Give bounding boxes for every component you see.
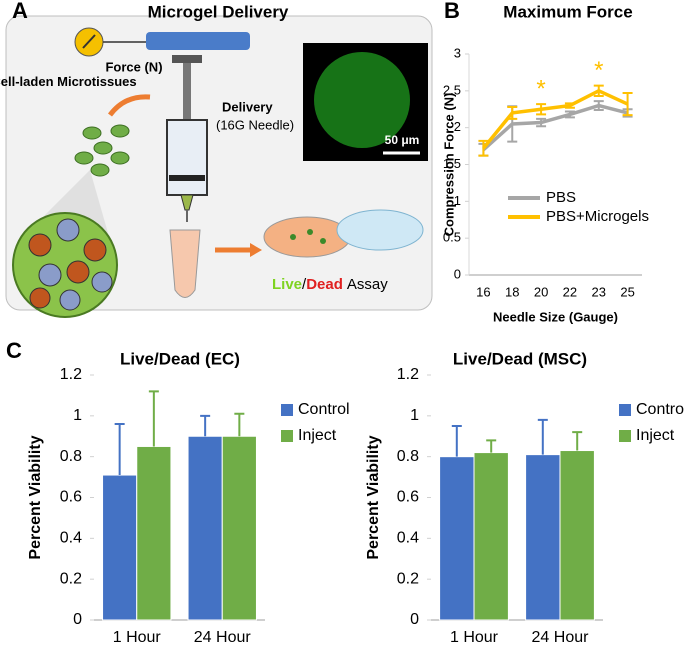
- plate: [146, 32, 250, 50]
- y-axis-title: Percent Viability: [27, 435, 44, 559]
- legend-label: Inject: [298, 427, 337, 444]
- arrow: [108, 94, 151, 117]
- y-tick-label: 0.2: [60, 570, 82, 587]
- legend-label: Control: [636, 401, 685, 418]
- x-axis-title: Needle Size (Gauge): [493, 309, 618, 324]
- bar: [439, 456, 475, 621]
- legend-swatch: [619, 404, 631, 416]
- legend-label: Inject: [636, 427, 675, 444]
- y-tick-label: 0.2: [397, 570, 419, 587]
- assay-rest: Assay: [347, 276, 388, 293]
- y-tick-label: 1: [454, 193, 461, 208]
- micrograph-signal: [314, 52, 410, 148]
- tissues-line: Cell-laden Microtissues: [0, 74, 137, 89]
- y-tick-label: 0.4: [60, 530, 82, 547]
- y-tick-label: 0.5: [443, 230, 461, 245]
- x-tick-label: 25: [620, 284, 634, 299]
- diagram-title: Microgel Delivery: [148, 2, 289, 21]
- y-axis-title: Compression Force (N): [441, 93, 456, 237]
- tissues-label: Cell-laden Microtissues: [0, 74, 137, 89]
- annotation: *: [536, 75, 545, 102]
- panel-label: C: [6, 338, 22, 363]
- needle-label: (16G Needle): [216, 117, 294, 132]
- x-tick-label: 24 Hour: [532, 629, 590, 646]
- legend-label: PBS+Microgels: [546, 208, 649, 225]
- error-bar: [486, 439, 497, 453]
- y-tick-label: 1: [410, 407, 419, 424]
- dish: [263, 216, 351, 258]
- error-bar: [572, 431, 583, 451]
- assay-live: Live: [272, 276, 302, 293]
- panel-label: B: [444, 0, 460, 23]
- legend-label: PBS: [546, 189, 576, 206]
- bar: [525, 454, 561, 621]
- y-tick-label: 0.6: [397, 489, 419, 506]
- legend-swatch: [281, 430, 293, 442]
- bar: [559, 450, 595, 621]
- chart-title: Live/Dead (EC): [120, 349, 240, 368]
- x-tick-label: 16: [476, 284, 490, 299]
- plunger-cap: [172, 55, 202, 63]
- gauge-needle: [82, 34, 96, 49]
- bar: [136, 445, 172, 621]
- seal: [169, 175, 205, 181]
- bar: [102, 474, 138, 621]
- y-tick-label: 1.5: [443, 156, 461, 171]
- y-axis-title: Percent Viability: [365, 435, 382, 559]
- force-label: Force (N): [105, 59, 162, 74]
- y-tick-label: 0: [410, 611, 419, 628]
- y-tick-label: 1: [73, 407, 82, 424]
- annotation: *: [594, 57, 603, 84]
- chart-title: Maximum Force: [503, 2, 632, 21]
- error-bar: [200, 414, 211, 437]
- legend-swatch: [619, 430, 631, 442]
- x-tick-label: 1 Hour: [113, 629, 162, 646]
- arrowhead: [250, 243, 262, 257]
- y-tick-label: 0.8: [397, 448, 419, 465]
- scale-label: 50 μm: [385, 133, 420, 147]
- x-tick-label: 20: [534, 284, 548, 299]
- bar: [221, 435, 257, 621]
- x-tick-label: 18: [505, 284, 519, 299]
- y-tick-label: 0.6: [60, 489, 82, 506]
- needle: [180, 194, 194, 211]
- x-tick-label: 24 Hour: [194, 629, 252, 646]
- error-bar: [537, 418, 548, 455]
- y-tick-label: 1.2: [60, 366, 82, 383]
- y-tick-label: 0: [454, 266, 461, 281]
- error-bar: [451, 425, 462, 457]
- x-tick-label: 1 Hour: [450, 629, 499, 646]
- tube: [169, 229, 201, 298]
- y-tick-label: 2.5: [443, 82, 461, 97]
- y-tick-label: 0.4: [397, 530, 419, 547]
- x-tick-label: 22: [563, 284, 577, 299]
- barrel: [166, 119, 208, 196]
- panel-label: A: [12, 0, 28, 23]
- microtissues: [74, 124, 130, 177]
- assay-label: Live/Dead Assay: [272, 276, 388, 293]
- y-tick-label: 0.8: [60, 448, 82, 465]
- y-tick-label: 2: [454, 119, 461, 134]
- assay-dead: Dead: [306, 276, 343, 293]
- assay-slash: /: [302, 276, 307, 293]
- plunger: [183, 63, 191, 123]
- legend-label: Control: [298, 401, 350, 418]
- bar: [473, 452, 509, 621]
- y-tick-label: 3: [454, 45, 461, 60]
- error-bar: [148, 390, 159, 447]
- chart-title: Live/Dead (MSC): [453, 349, 587, 368]
- data-line: [482, 103, 629, 152]
- delivery-label: Delivery: [222, 99, 273, 114]
- cells: [28, 218, 113, 311]
- y-tick-label: 0: [73, 611, 82, 628]
- x-tick-label: 23: [592, 284, 606, 299]
- error-bar: [114, 423, 125, 476]
- bar: [187, 435, 223, 621]
- data-line: [482, 88, 629, 150]
- error-bar: [234, 412, 245, 437]
- dish-lid: [336, 209, 424, 251]
- y-tick-label: 1.2: [397, 366, 419, 383]
- legend-swatch: [281, 404, 293, 416]
